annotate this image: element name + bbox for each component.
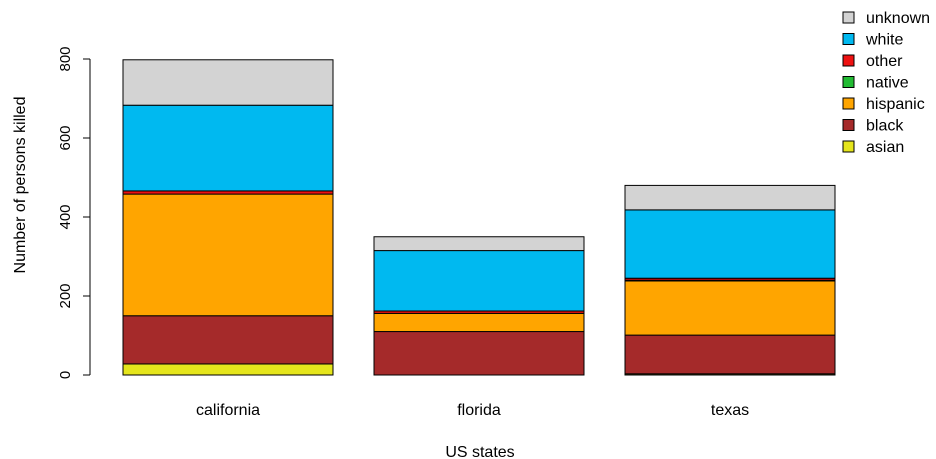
legend-swatch-other [842, 54, 855, 67]
bar-segment-florida-black [373, 331, 585, 376]
bar-segment-florida-white [373, 250, 585, 312]
x-tick-labels: california florida texas [196, 402, 749, 419]
bar-segment-texas-white [624, 209, 836, 279]
x-tick-label: california [196, 402, 260, 419]
legend-swatch-white [842, 33, 855, 45]
bars-layer [122, 59, 836, 376]
y-tick-label: 600 [57, 125, 74, 150]
x-axis-label: US states [445, 444, 514, 459]
legend-label-black: black [866, 118, 904, 135]
legend-label-other: other [866, 53, 903, 70]
legend-swatch-unknown [842, 11, 855, 24]
x-tick-label: texas [711, 402, 749, 419]
legend-swatch-hispanic [842, 97, 855, 110]
bar-segment-florida-hispanic [373, 312, 585, 333]
bar-segment-texas-unknown [624, 184, 836, 211]
legend-swatch-native [842, 76, 855, 88]
bar-segment-texas-black [624, 334, 836, 375]
x-tick-label: florida [457, 402, 501, 419]
legend-swatch-asian [842, 140, 855, 153]
y-tick-label: 0 [57, 371, 74, 379]
bar-segment-california-asian [122, 363, 334, 376]
y-axis: 0 200 400 600 800 [57, 46, 91, 379]
legend: unknown white other native hispanic black asia… [842, 10, 930, 156]
y-tick-label: 800 [57, 46, 74, 71]
y-tick-label: 400 [57, 204, 74, 229]
bar-segment-california-unknown [122, 59, 334, 106]
bar-segment-california-black [122, 315, 334, 365]
legend-swatch-black [842, 119, 855, 131]
legend-label-asian: asian [866, 139, 904, 156]
legend-label-native: native [866, 75, 909, 92]
legend-label-hispanic: hispanic [866, 96, 925, 113]
y-axis-label: Number of persons killed [12, 97, 29, 274]
legend-label-unknown: unknown [866, 10, 930, 27]
bar-segment-california-hispanic [122, 193, 334, 317]
y-tick-label: 200 [57, 283, 74, 308]
bar-segment-florida-unknown [373, 236, 585, 252]
legend-label-white: white [865, 32, 903, 49]
bar-segment-texas-hispanic [624, 280, 836, 336]
bar-segment-california-white [122, 104, 334, 192]
